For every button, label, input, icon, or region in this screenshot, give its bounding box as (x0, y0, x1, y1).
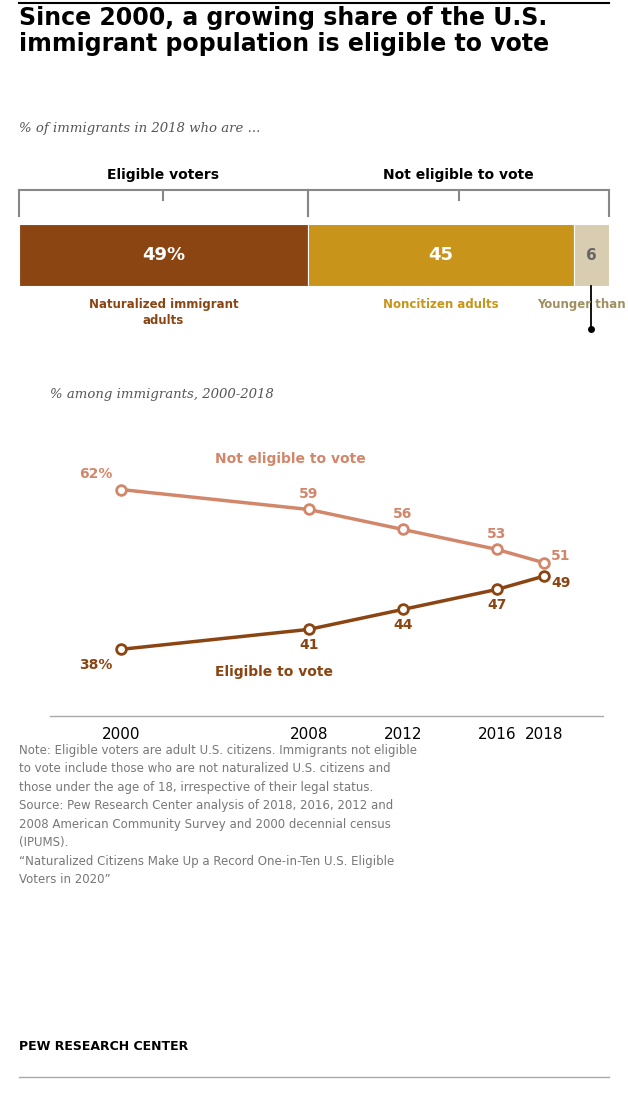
Text: 56: 56 (393, 507, 413, 521)
Text: 6: 6 (586, 248, 597, 263)
Text: 47: 47 (487, 598, 507, 612)
Text: % among immigrants, 2000-2018: % among immigrants, 2000-2018 (50, 388, 274, 401)
Text: Naturalized immigrant
adults: Naturalized immigrant adults (89, 297, 238, 326)
Text: 49: 49 (551, 576, 570, 591)
Text: 44: 44 (393, 618, 413, 632)
Text: 45: 45 (428, 246, 453, 264)
Text: PEW RESEARCH CENTER: PEW RESEARCH CENTER (19, 1040, 188, 1053)
Text: 49%: 49% (142, 246, 185, 264)
Text: 51: 51 (551, 548, 570, 563)
Bar (308, 224, 574, 286)
Text: 41: 41 (299, 638, 318, 652)
Text: Not eligible to vote: Not eligible to vote (383, 168, 534, 182)
Text: Since 2000, a growing share of the U.S.
immigrant population is eligible to vote: Since 2000, a growing share of the U.S. … (19, 6, 549, 57)
Text: Not eligible to vote: Not eligible to vote (215, 452, 365, 466)
Text: % of immigrants in 2018 who are ...: % of immigrants in 2018 who are ... (19, 122, 260, 135)
Text: Eligible to vote: Eligible to vote (215, 665, 333, 679)
Text: 53: 53 (487, 527, 507, 541)
Bar (19, 224, 308, 286)
Text: 62%: 62% (79, 467, 112, 481)
Text: 38%: 38% (79, 658, 112, 672)
Text: 59: 59 (299, 487, 318, 501)
Text: Eligible voters: Eligible voters (107, 168, 219, 182)
Text: Younger than 18: Younger than 18 (537, 297, 628, 311)
Text: Note: Eligible voters are adult U.S. citizens. Immigrants not eligible
to vote i: Note: Eligible voters are adult U.S. cit… (19, 744, 417, 886)
Bar (574, 224, 609, 286)
Text: Noncitizen adults: Noncitizen adults (383, 297, 499, 311)
